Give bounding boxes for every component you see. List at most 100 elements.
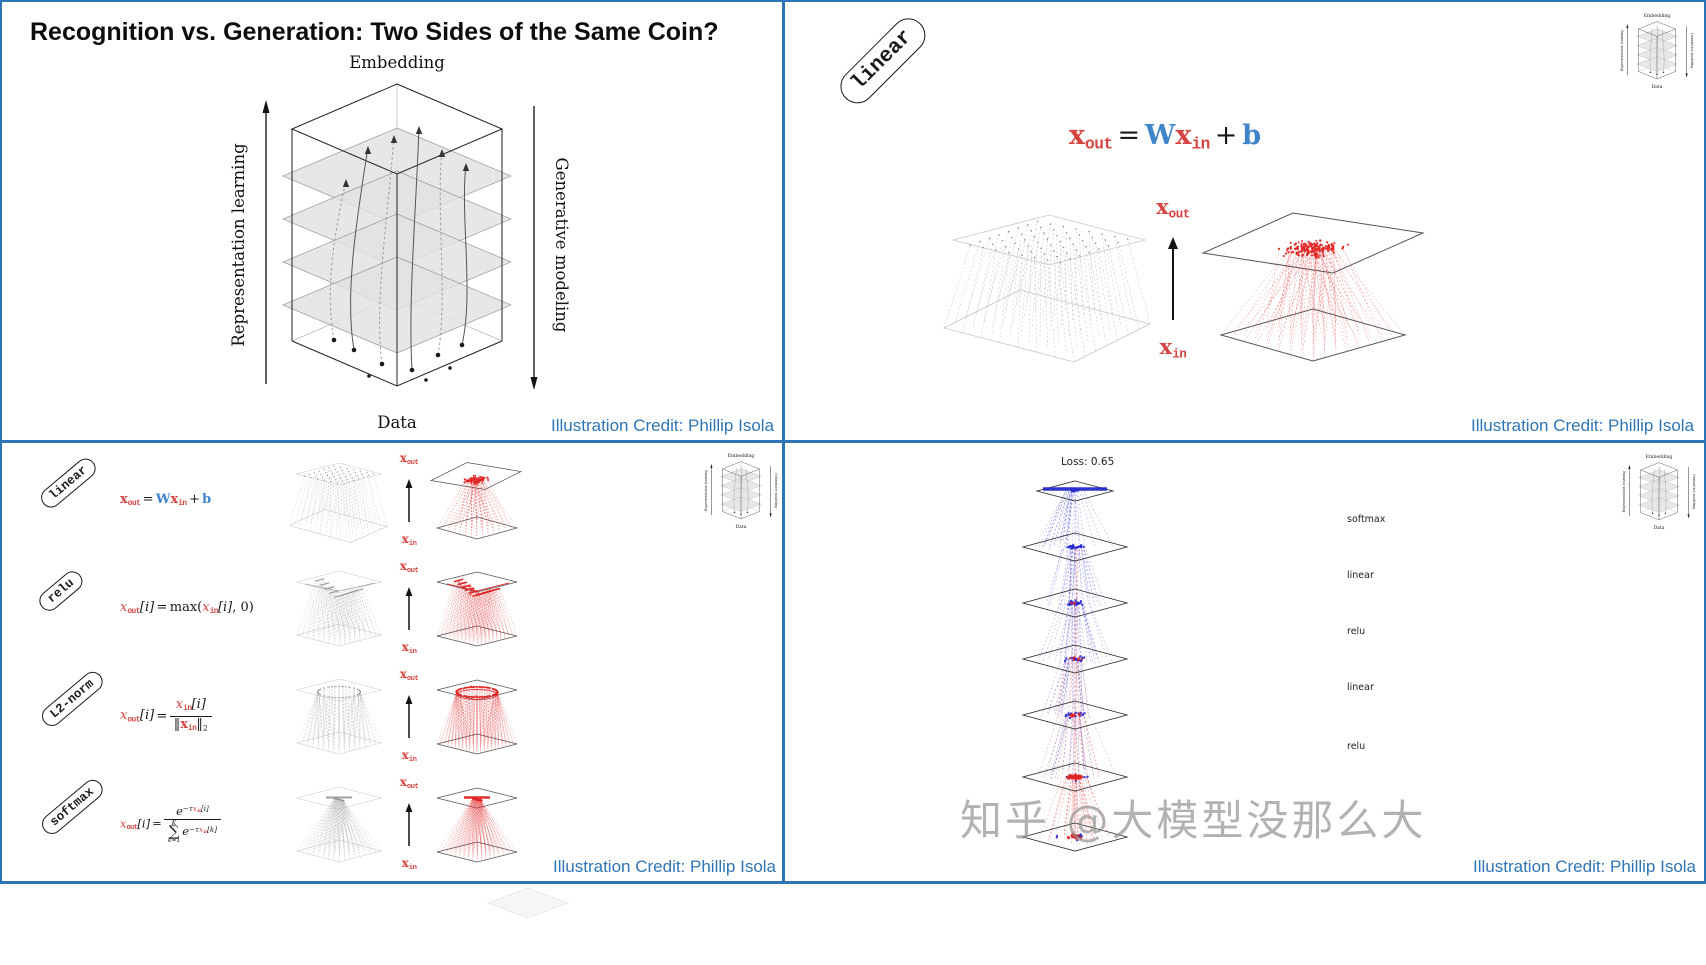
red-map-diagram [430, 462, 523, 540]
thumb-right-label: Generative modeling [774, 473, 778, 509]
softmax-badge: softmax [37, 776, 107, 839]
embedding-label: Embedding [349, 53, 445, 72]
gray-map-diagram [290, 462, 388, 543]
layer-label-linear2: linear [1347, 682, 1374, 693]
slide-title: Recognition vs. Generation: Two Sides of… [30, 18, 719, 46]
network-stack-diagram: softmax linear relu linear relu [1021, 480, 1386, 852]
xin-to-xout-arrow: xout xin [390, 559, 428, 656]
xin-label: xin [1159, 334, 1187, 362]
generative-modeling-axis: Generative modeling [530, 106, 571, 390]
operation-row-softmax: softmax xout[i] = e−τxin[i] K ∑ k=1 e−τxin[k] … [2, 773, 782, 875]
illustration-credit: Illustration Credit: Phillip Isola [1473, 857, 1696, 876]
xin-label: xin [401, 747, 417, 764]
l2norm-badge: L2-norm [37, 668, 107, 731]
slide-network-training: Loss: 0.65 softmax linear relu linear re… [785, 443, 1704, 881]
xin-to-xout-arrow: xout xin [390, 451, 428, 548]
gray-map-diagram [295, 786, 383, 863]
badge-label: L2-norm [37, 668, 107, 731]
layer-label-softmax: softmax [1347, 514, 1386, 525]
formula-relu: xout[i] = max(xin[i], 0) [120, 599, 254, 617]
xout-label: xout [399, 775, 419, 792]
embedding-data-cube-diagram: Embedding [229, 53, 571, 432]
thumb-right-label: Generative modeling [1690, 33, 1694, 69]
thumb-left-label: Representation learning [1622, 470, 1626, 512]
illustration-credit: Illustration Credit: Phillip Isola [553, 857, 776, 876]
mini-cube-thumbnail: Embedding Representation learning Genera… [1622, 454, 1696, 531]
flow-arrows [329, 126, 468, 371]
data-label: Data [377, 413, 417, 432]
linear-map-gray-diagram [943, 214, 1152, 363]
xout-label: xout [399, 559, 419, 576]
red-map-diagram [436, 571, 518, 647]
xin-label: xin [401, 639, 417, 656]
cube-thumbnail-wrap: Embedding Representation learning Genera… [1622, 448, 1696, 545]
data-points [331, 337, 465, 382]
xout-label: xout [1156, 194, 1190, 222]
layer-label-relu: relu [1347, 626, 1365, 637]
formula-linear: xout = Wxin + b [120, 491, 212, 509]
xin-to-xout-arrow: xout xin [390, 775, 428, 872]
mini-cube-thumbnail: Embedding Representation learning Genera… [704, 453, 778, 530]
thumb-embedding-label: Embedding [1644, 13, 1671, 19]
up-arrow-icon [405, 694, 413, 738]
xin-label: xin [401, 855, 417, 872]
gray-map-diagram [295, 570, 383, 647]
linear-map-red-diagram [1201, 212, 1425, 362]
thumb-right-label: Generative modeling [1692, 474, 1696, 510]
xin-to-xout-arrow: xout xin [390, 667, 428, 764]
thumb-left-label: Representation learning [704, 469, 708, 511]
xout-label: xout [399, 451, 419, 468]
layer-labels: softmax linear relu linear relu [1347, 514, 1386, 752]
next-row-peek [487, 887, 569, 919]
xout-label: xout [399, 667, 419, 684]
xin-to-xout-arrow: xout xin [1141, 194, 1205, 362]
illustration-credit: Illustration Credit: Phillip Isola [551, 416, 774, 435]
up-arrow-icon [405, 586, 413, 630]
operation-row-relu: relu xout[i] = max(xin[i], 0) xout xin [2, 557, 782, 659]
frame-top [0, 0, 1706, 2]
red-map-diagram [436, 787, 518, 863]
xin-label: xin [401, 531, 417, 548]
mini-cube-thumbnail: Embedding Representation learning Genera… [1620, 13, 1694, 90]
thumb-embedding-label: Embedding [1646, 454, 1673, 460]
cube-thumbnail-wrap: Embedding Representation learning Genera… [1620, 7, 1694, 104]
cube-thumbnail-wrap: Embedding Representation learning Genera… [704, 447, 778, 544]
representation-learning-label: Representation learning [229, 143, 248, 347]
relu-badge: relu [35, 567, 87, 616]
slide-recognition-vs-generation: Recognition vs. Generation: Two Sides of… [2, 2, 782, 440]
badge-label: linear [37, 454, 100, 512]
linear-badge: linear [37, 454, 100, 512]
representation-learning-axis: Representation learning [229, 100, 270, 384]
up-arrow-icon [405, 478, 413, 522]
up-arrow-icon [1168, 237, 1178, 320]
generative-modeling-label: Generative modeling [552, 158, 571, 333]
linear-badge: linear [833, 11, 933, 111]
cube-edges [290, 83, 504, 387]
formula-softmax: xout[i] = e−τxin[i] K ∑ k=1 e−τxin[k] [106, 773, 286, 875]
zhihu-watermark: 知乎 @大模型没那么大 [960, 796, 1427, 845]
loss-value: Loss: 0.65 [1061, 456, 1115, 468]
thumb-left-label: Representation learning [1620, 29, 1624, 71]
thumb-data-label: Data [1651, 84, 1662, 90]
badge-label: softmax [37, 776, 107, 839]
formula-l2norm: xout[i] = xin[i] ‖xin‖2 [106, 665, 286, 767]
operation-row-linear: linear xout = Wxin + b xout xin [2, 449, 782, 551]
linear-formula: xout = Wxin + b [1068, 120, 1262, 154]
slide-layer-operations: linear xout = Wxin + b xout xin relu xout[i]… [2, 443, 782, 881]
slide-linear-layer: linear xout = Wxin + b xout xin Embedding [785, 2, 1704, 440]
operation-row-l2norm: L2-norm xout[i] = xin[i] ‖xin‖2 xout xin [2, 665, 782, 767]
frame-divider-horizontal [0, 440, 1706, 443]
thumb-data-label: Data [1653, 525, 1664, 531]
thumb-data-label: Data [735, 524, 746, 530]
badge-label: relu [35, 567, 87, 616]
illustration-credit: Illustration Credit: Phillip Isola [1471, 416, 1694, 435]
up-arrow-icon [405, 802, 413, 846]
linear-badge-label: linear [833, 11, 933, 111]
frame-bottom [0, 881, 1706, 884]
gray-map-diagram [295, 678, 383, 755]
flow-arrow-heads [342, 126, 470, 187]
thumb-embedding-label: Embedding [728, 453, 755, 459]
red-map-diagram [436, 679, 518, 755]
layer-label-relu2: relu [1347, 741, 1365, 752]
